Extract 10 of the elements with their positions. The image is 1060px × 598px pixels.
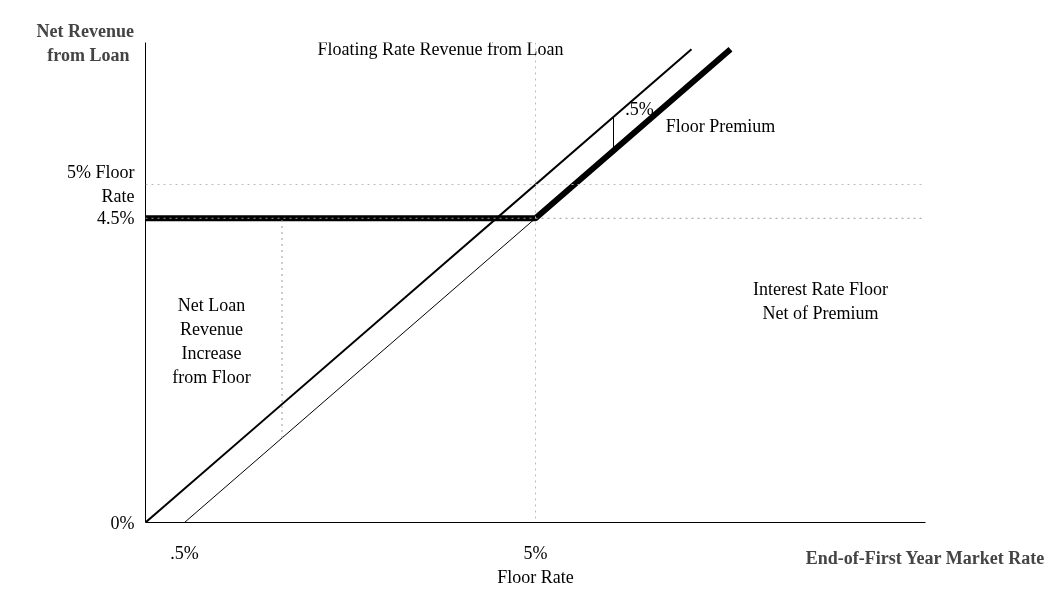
y-axis-title: Net Revenue from Loan [36, 20, 135, 65]
annotation: Net Loan Revenue Increase from Floor [172, 294, 251, 387]
y-tick-label: 0% [110, 512, 135, 533]
annotation: Interest Rate Floor Net of Premium [753, 278, 888, 323]
annotation: Floor Premium [665, 115, 776, 136]
annotation: .5% [625, 98, 654, 119]
x-axis-title: End-of-First Year Market Rate [805, 547, 1045, 568]
y-tick-label: 4.5% [97, 208, 135, 229]
annotation: Floating Rate Revenue from Loan [317, 38, 564, 59]
y-tick-label: 5% Floor Rate [67, 162, 135, 207]
